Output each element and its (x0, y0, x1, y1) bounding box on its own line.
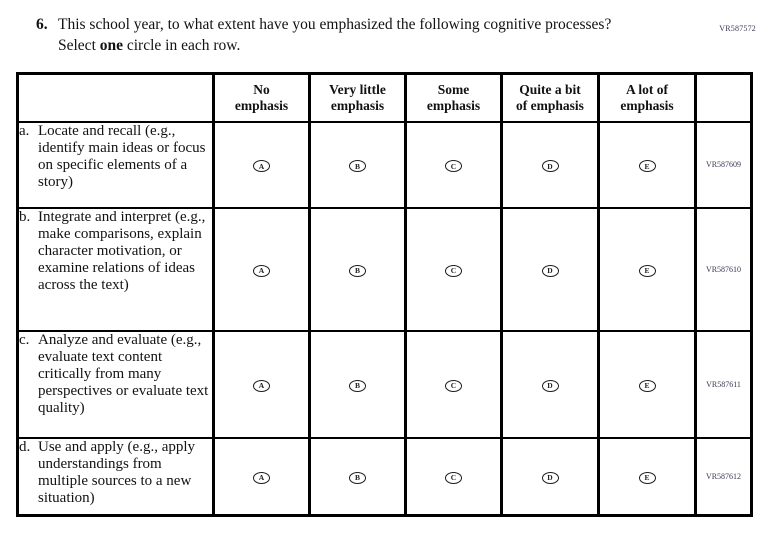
question-bold-word: one (99, 36, 123, 54)
option-bubble-a[interactable]: A (253, 471, 270, 484)
option-bubble-d[interactable]: D (541, 264, 559, 277)
row-label-cell: c. Analyze and evaluate (e.g., evaluate … (16, 329, 215, 439)
header-code-cell (694, 72, 753, 123)
row-label-cell: a. Locate and recall (e.g., identify mai… (16, 120, 215, 209)
option-bubble-a[interactable]: A (253, 264, 270, 277)
option-cell: A (212, 329, 311, 439)
option-cell: D (500, 436, 600, 517)
row-text: Locate and recall (e.g., identify main i… (38, 122, 206, 190)
option-bubble-e[interactable]: E (638, 471, 656, 484)
option-bubble-b[interactable]: B (349, 471, 366, 484)
questionnaire-page: VR587572 6. This school year, to what ex… (0, 15, 763, 541)
option-bubble-b[interactable]: B (349, 379, 366, 392)
option-bubble-a[interactable]: A (253, 379, 270, 392)
row-label-cell: b. Integrate and interpret (e.g., make c… (16, 206, 215, 332)
option-cell: B (308, 329, 407, 439)
option-cell: C (404, 206, 503, 332)
row-text: Analyze and evaluate (e.g., evaluate tex… (38, 331, 209, 416)
option-bubble-e[interactable]: E (638, 264, 656, 277)
question-text-post: circle in each row. (123, 36, 241, 54)
table-row-d: d. Use and apply (e.g., apply understand… (16, 436, 753, 517)
option-cell: E (597, 120, 697, 209)
question-block: 6. This school year, to what extent have… (36, 15, 763, 57)
header-quite-a-bit-of-emphasis: Quite a bit of emphasis (500, 72, 600, 123)
option-cell: A (212, 436, 311, 517)
question-text-pre: This school year, to what extent have yo… (58, 16, 612, 54)
option-bubble-e[interactable]: E (638, 379, 656, 392)
option-cell: B (308, 206, 407, 332)
option-cell: E (597, 329, 697, 439)
option-bubble-c[interactable]: C (445, 264, 462, 277)
row-letter: d. (19, 438, 31, 455)
row-letter: b. (19, 208, 31, 225)
row-code: VR587609 (694, 120, 753, 209)
option-cell: D (500, 329, 600, 439)
option-bubble-b[interactable]: B (349, 264, 366, 277)
header-very-little-emphasis: Very little emphasis (308, 72, 407, 123)
option-cell: E (597, 206, 697, 332)
row-code: VR587611 (694, 329, 753, 439)
option-bubble-c[interactable]: C (445, 379, 462, 392)
option-cell: C (404, 120, 503, 209)
question-number: 6. (36, 16, 48, 33)
option-bubble-e[interactable]: E (638, 160, 656, 173)
row-letter: c. (19, 331, 30, 348)
option-bubble-d[interactable]: D (541, 471, 559, 484)
option-cell: A (212, 206, 311, 332)
emphasis-matrix-table: No emphasis Very little emphasis Some em… (16, 71, 753, 517)
row-code: VR587612 (694, 436, 753, 517)
header-no-emphasis: No emphasis (212, 72, 311, 123)
row-text: Use and apply (e.g., apply understanding… (38, 438, 196, 506)
option-cell: D (500, 206, 600, 332)
option-bubble-a[interactable]: A (253, 160, 270, 173)
option-cell: B (308, 120, 407, 209)
option-cell: A (212, 120, 311, 209)
option-cell: B (308, 436, 407, 517)
header-a-lot-of-emphasis: A lot of emphasis (597, 72, 697, 123)
table-row-b: b. Integrate and interpret (e.g., make c… (16, 206, 753, 332)
option-bubble-c[interactable]: C (445, 471, 462, 484)
row-label-cell: d. Use and apply (e.g., apply understand… (16, 436, 215, 517)
option-bubble-d[interactable]: D (541, 160, 559, 173)
table-row-a: a. Locate and recall (e.g., identify mai… (16, 120, 753, 209)
row-code: VR587610 (694, 206, 753, 332)
row-text: Integrate and interpret (e.g., make comp… (38, 208, 206, 293)
option-bubble-c[interactable]: C (445, 160, 462, 173)
option-cell: C (404, 436, 503, 517)
option-cell: E (597, 436, 697, 517)
header-empty-cell (16, 72, 215, 123)
header-some-emphasis: Some emphasis (404, 72, 503, 123)
page-code: VR587572 (719, 24, 756, 33)
option-bubble-b[interactable]: B (349, 160, 366, 173)
option-cell: D (500, 120, 600, 209)
row-letter: a. (19, 122, 30, 139)
table-header-row: No emphasis Very little emphasis Some em… (16, 72, 753, 123)
table-row-c: c. Analyze and evaluate (e.g., evaluate … (16, 329, 753, 439)
option-bubble-d[interactable]: D (541, 379, 559, 392)
question-text: This school year, to what extent have yo… (58, 15, 630, 57)
option-cell: C (404, 329, 503, 439)
